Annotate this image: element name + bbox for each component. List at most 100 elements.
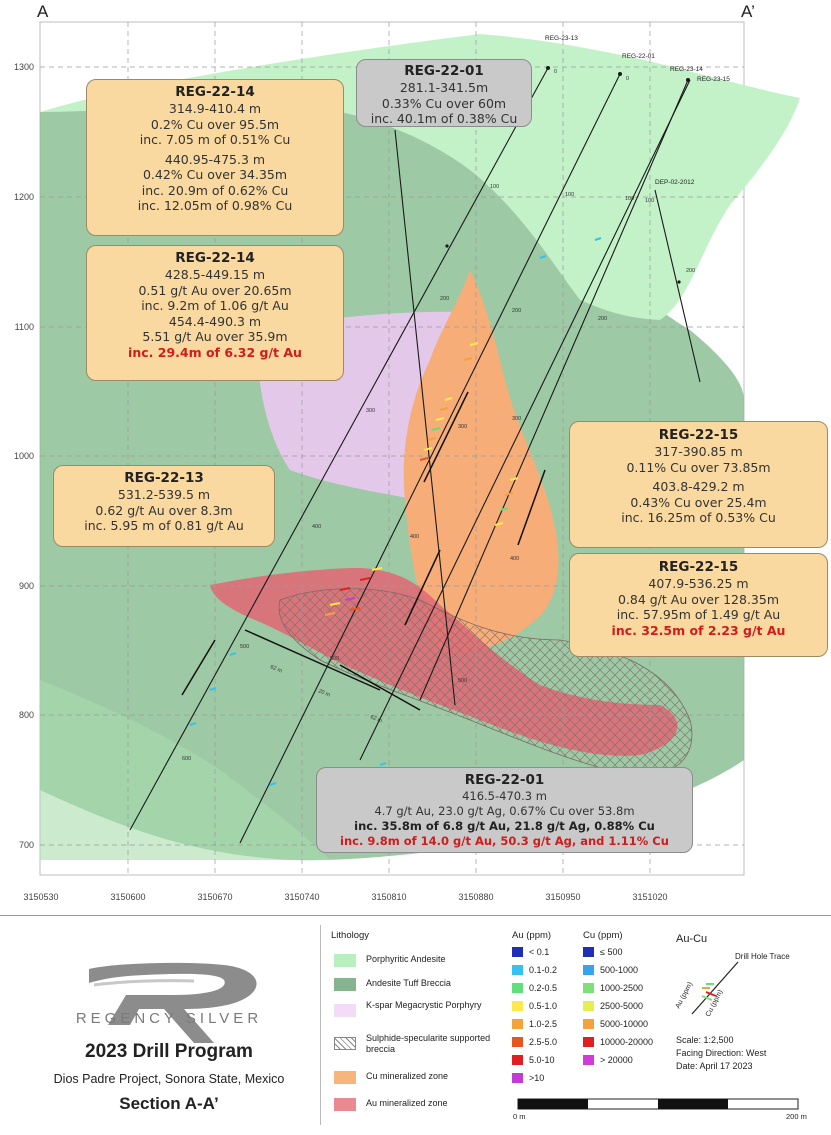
- callout-line: 0.33% Cu over 60m: [381, 95, 507, 111]
- hole-label-dep-02-2012: DEP-02-2012: [655, 179, 695, 186]
- cu-mineralized-zone: [403, 270, 559, 653]
- callout-title: REG-22-01: [404, 63, 484, 79]
- callout-line: 440.95-475.3 m: [164, 151, 266, 167]
- svg-text:0: 0: [626, 76, 629, 82]
- x-tick-label: 3150670: [197, 892, 232, 902]
- company-name: REGENCY SILVER: [75, 1010, 263, 1027]
- grade-ticks: [189, 237, 602, 786]
- x-axis: 3150530 3150600 3150670 3150740 3150810 …: [23, 892, 667, 902]
- callout-line: 0.51 g/t Au over 20.65m: [138, 282, 292, 298]
- au-cu-key-heading: Au-Cu: [676, 933, 708, 945]
- program-title: 2023 Drill Program: [85, 1041, 253, 1062]
- lithology-swatch: [334, 1004, 356, 1017]
- callout-line: inc. 40.1m of 0.38% Cu: [370, 111, 518, 126]
- callout-line: inc. 5.95 m of 0.81 g/t Au: [84, 518, 244, 533]
- callout-line: 403.8-429.2 m: [652, 479, 745, 494]
- x-tick-label: 3150600: [110, 892, 145, 902]
- callout-reg-22-15-cu: REG-22-15 317-390.85 m 0.11% Cu over 73.…: [569, 421, 828, 548]
- svg-text:200: 200: [512, 308, 521, 314]
- callout-reg-22-13-au: REG-22-13 531.2-539.5 m 0.62 g/t Au over…: [53, 465, 275, 547]
- scale-bar-end: 200 m: [786, 1112, 807, 1121]
- scale-bar-start: 0 m: [513, 1112, 526, 1121]
- date-text: Date: April 17 2023: [676, 1061, 753, 1071]
- svg-text:300: 300: [512, 416, 521, 422]
- callout-line: 4.7 g/t Au, 23.0 g/t Ag, 0.67% Cu over 5…: [374, 804, 635, 818]
- x-tick-label: 3150810: [371, 892, 406, 902]
- y-tick-label: 700: [19, 840, 34, 850]
- svg-text:62 m: 62 m: [269, 664, 283, 674]
- x-tick-label: 3150740: [284, 892, 319, 902]
- callout-line: 5.51 g/t Au over 35.9m: [142, 329, 288, 344]
- y-tick-label: 1300: [14, 62, 34, 72]
- svg-text:400: 400: [312, 524, 321, 530]
- svg-text:500: 500: [240, 644, 249, 650]
- x-tick-label: 3150950: [545, 892, 580, 902]
- callout-highlight: inc. 9.8m of 14.0 g/t Au, 50.3 g/t Ag, a…: [340, 834, 669, 848]
- svg-text:200: 200: [686, 268, 695, 274]
- hole-label-reg-23-13: REG-23-13: [545, 35, 578, 42]
- callout-line: inc. 57.95m of 1.49 g/t Au: [616, 607, 781, 622]
- svg-text:600: 600: [182, 756, 191, 762]
- callout-line: 314.9-410.4 m: [168, 101, 262, 116]
- interval-labels: 62 m 20 m 62 m: [269, 664, 383, 724]
- callout-line: 0.2% Cu over 95.5m: [150, 116, 280, 132]
- section-label-left: A: [37, 2, 49, 21]
- y-tick-label: 900: [19, 581, 34, 591]
- svg-text:100: 100: [490, 184, 499, 190]
- callout-title: REG-22-15: [658, 559, 739, 575]
- y-tick-label: 1200: [14, 192, 34, 202]
- section-label-right: A’: [741, 2, 755, 21]
- svg-text:100: 100: [625, 196, 634, 202]
- callout-reg-22-15-au: REG-22-15 407.9-536.25 m 0.84 g/t Au ove…: [569, 553, 828, 657]
- hole-label-reg-22-01: REG-22-01: [622, 53, 655, 60]
- callout-line: 531.2-539.5 m: [117, 487, 211, 502]
- callout-line: 0.84 g/t Au over 128.35m: [617, 591, 780, 607]
- callout-line: 317-390.85 m: [654, 444, 743, 459]
- svg-text:100: 100: [645, 198, 654, 204]
- callout-line: 416.5-470.3 m: [462, 789, 547, 803]
- callout-line: inc. 20.9m of 0.62% Cu: [141, 182, 289, 198]
- x-tick-label: 3150880: [458, 892, 493, 902]
- callout-line: 407.9-536.25 m: [648, 576, 749, 591]
- y-tick-label: 1000: [14, 451, 34, 461]
- lithology-swatch: [334, 954, 356, 967]
- svg-text:300: 300: [458, 424, 467, 430]
- callout-line: 428.5-449.15 m: [164, 267, 266, 282]
- svg-text:200: 200: [598, 316, 607, 322]
- depth-marks: 100 100 100 100 200 200 200 200 300 300 …: [182, 69, 695, 762]
- callout-reg-22-01-au: REG-22-01 416.5-470.3 m 4.7 g/t Au, 23.0…: [316, 767, 693, 853]
- callout-title: REG-22-01: [464, 772, 545, 788]
- callout-line: inc. 9.2m of 1.06 g/t Au: [141, 298, 289, 313]
- porphyritic-andesite-zone: [40, 34, 800, 320]
- callout-line: 0.42% Cu over 34.35m: [142, 167, 288, 182]
- au-cu-trace-icon: [691, 961, 739, 1015]
- callout-title: REG-22-13: [124, 470, 204, 486]
- section-title: Section A-A’: [119, 1094, 219, 1113]
- callout-line: 281.1-341.5m: [399, 80, 489, 95]
- svg-text:0: 0: [554, 69, 557, 75]
- callout-line: inc. 12.05m of 0.98% Cu: [137, 198, 293, 213]
- lithology-swatch: [334, 978, 356, 991]
- callout-reg-22-14-au: REG-22-14 428.5-449.15 m 0.51 g/t Au ove…: [86, 245, 344, 381]
- callout-line: inc. 7.05 m of 0.51% Cu: [139, 132, 291, 147]
- callout-line: 0.62 g/t Au over 8.3m: [95, 502, 233, 518]
- cu-grade-heading: Cu (ppm): [583, 930, 623, 941]
- svg-text:100: 100: [565, 192, 574, 198]
- svg-text:400: 400: [510, 556, 519, 562]
- callout-title: REG-22-14: [175, 84, 255, 100]
- lithology-swatch: [334, 1037, 356, 1050]
- lithology-swatch: [334, 1098, 356, 1111]
- x-tick-label: 3150530: [23, 892, 58, 902]
- svg-text:62 m: 62 m: [369, 714, 383, 724]
- callout-line: inc. 16.25m of 0.53% Cu: [621, 510, 776, 525]
- au-grade-heading: Au (ppm): [512, 930, 552, 941]
- facing-direction-text: Facing Direction: West: [676, 1048, 767, 1058]
- svg-text:500: 500: [330, 656, 339, 662]
- y-tick-label: 1100: [15, 322, 34, 332]
- drill-trace-label: Drill Hole Trace: [735, 952, 790, 961]
- scale-bar: [517, 1098, 799, 1110]
- lithology-swatch: [334, 1071, 356, 1084]
- legend-panel: [0, 915, 831, 1135]
- callout-line: 0.11% Cu over 73.85m: [626, 459, 771, 475]
- callout-reg-22-14-cu: REG-22-14 314.9-410.4 m 0.2% Cu over 95.…: [86, 79, 344, 236]
